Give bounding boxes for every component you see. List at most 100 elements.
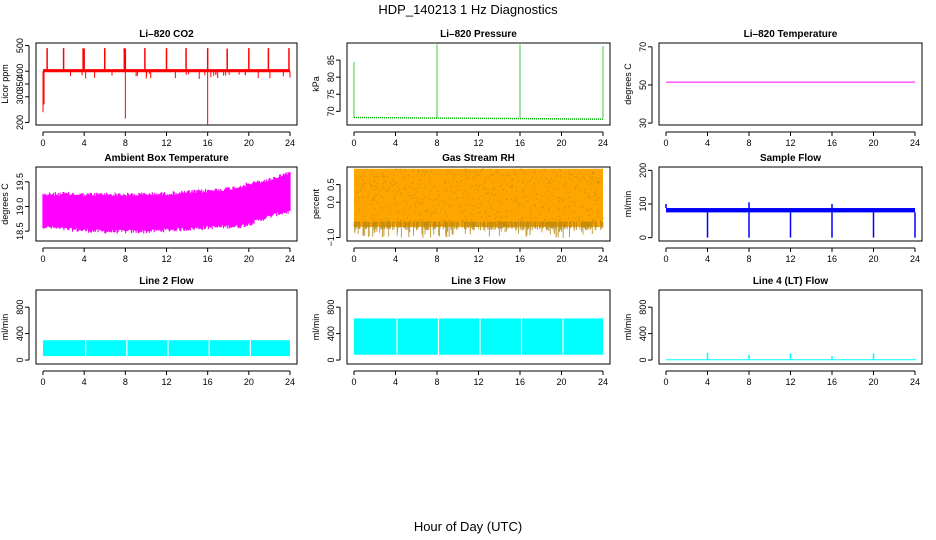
y-tick-label: 70 [638,42,648,52]
y-tick-label: −1.0 [326,229,336,247]
x-tick-label: 0 [663,254,668,264]
x-tick-label: 16 [515,138,525,148]
y-axis-label: ml/min [623,191,633,218]
x-tick-label: 20 [244,377,254,387]
y-tick-label: 0 [326,358,336,363]
x-tick-label: 4 [82,377,87,387]
x-tick-label: 8 [123,138,128,148]
y-tick-label: 18.5 [15,222,25,240]
series-points [353,168,604,238]
y-axis-label: Licor ppm [0,64,10,104]
x-tick-label: 8 [746,254,751,264]
x-tick-label: 12 [161,254,171,264]
panel-pressure: Li–820 Pressure 0 4 8 12 16 20 24 70 75 80 85 kPa [311,29,611,148]
x-tick-label: 24 [910,377,920,387]
x-tick-label: 4 [82,254,87,264]
y-tick-label: 800 [15,300,25,315]
x-tick-label: 4 [705,377,710,387]
panel-title: Li–820 Temperature [744,29,838,40]
data-layer [353,44,604,120]
y-axis-label: degrees C [0,183,10,225]
x-tick-label: 8 [434,377,439,387]
x-tick-label: 16 [203,377,213,387]
x-tick-label: 20 [868,377,878,387]
x-tick-label: 8 [746,138,751,148]
y-tick-label: 400 [326,326,336,341]
plot-box [658,42,923,126]
x-tick-label: 8 [123,254,128,264]
y-tick-label: 0.0 [326,196,336,209]
x-tick-label: 12 [473,254,483,264]
y-tick-label: 19.5 [15,173,25,191]
x-tick-label: 4 [393,377,398,387]
x-tick-label: 8 [434,138,439,148]
y-tick-label: 200 [638,163,648,178]
plot-box [658,166,923,242]
y-axis-label: degrees C [623,63,633,105]
y-tick-label: 50 [638,80,648,90]
y-tick-label: 500 [15,38,25,53]
panel-title: Ambient Box Temperature [104,153,229,164]
panel-box_temperature: Ambient Box Temperature 0 4 8 12 16 20 24 18.5 19… [0,153,298,264]
data-layer [666,352,916,361]
plot-box [658,289,923,365]
panel-sample_flow: Sample Flow 0 4 8 12 16 20 24 0 100 200 ml/min [623,153,923,264]
data-layer [354,318,603,356]
plot-box [35,289,298,365]
x-tick-label: 16 [827,138,837,148]
x-tick-label: 20 [868,254,878,264]
x-tick-label: 16 [515,254,525,264]
plot-box [346,42,611,126]
y-tick-label: 80 [326,72,336,82]
x-tick-label: 12 [161,138,171,148]
data-layer [665,202,916,238]
y-tick-label: 400 [638,326,648,341]
y-tick-label: 30 [638,118,648,128]
y-axis-label: percent [311,188,321,219]
data-layer [353,168,604,238]
panel-title: Li–820 CO2 [139,29,194,40]
y-tick-label: 0 [638,235,648,240]
x-tick-label: 0 [40,138,45,148]
series-band [666,208,915,213]
data-layer [42,48,291,125]
y-tick-label: 200 [15,115,25,130]
y-tick-label: 400 [15,64,25,79]
y-tick-label: 70 [326,106,336,116]
panel-line3: Line 3 Flow 0 4 8 12 16 20 24 0 400 800 ml/min [311,276,611,387]
plot-box [35,42,298,126]
panel-rh: Gas Stream RH 0 4 8 12 16 20 24 −1.0 0.0 0.5 percen… [311,153,611,264]
x-tick-label: 12 [161,377,171,387]
x-tick-label: 24 [910,138,920,148]
x-tick-label: 16 [515,377,525,387]
x-tick-label: 0 [663,377,668,387]
x-tick-label: 24 [598,377,608,387]
series-band [43,340,290,357]
x-tick-label: 24 [285,377,295,387]
x-tick-label: 20 [868,138,878,148]
plot-box [35,166,298,242]
figure-title: HDP_140213 1 Hz Diagnostics [378,2,558,17]
y-tick-label: 0.5 [326,178,336,191]
y-axis-label: ml/min [623,314,633,341]
x-tick-label: 8 [123,377,128,387]
x-tick-label: 24 [285,138,295,148]
x-tick-label: 8 [746,377,751,387]
x-tick-label: 24 [910,254,920,264]
plot-box [346,166,611,242]
panel-title: Li–820 Pressure [440,29,517,40]
plot-box [346,289,611,365]
panel-title: Line 4 (LT) Flow [753,276,829,287]
x-tick-label: 12 [785,138,795,148]
y-tick-label: 85 [326,55,336,65]
x-tick-label: 12 [473,138,483,148]
y-tick-label: 800 [638,300,648,315]
x-tick-label: 20 [556,254,566,264]
y-tick-label: 100 [638,196,648,211]
x-tick-label: 0 [351,377,356,387]
x-tick-label: 20 [556,138,566,148]
x-tick-label: 20 [244,254,254,264]
y-tick-label: 800 [326,300,336,315]
